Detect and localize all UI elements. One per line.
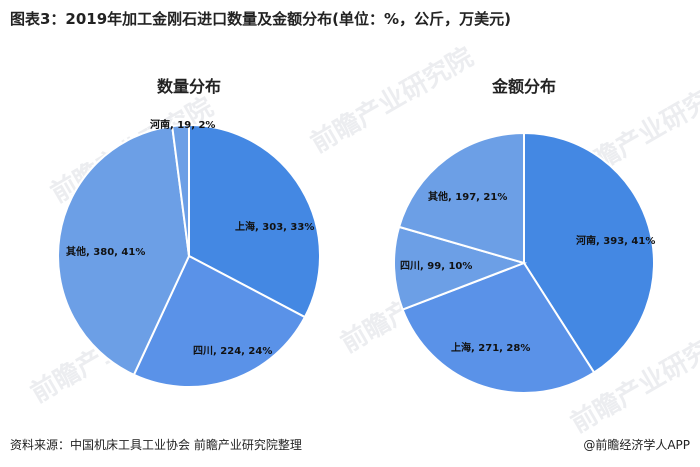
pie-slice-四川: [132, 254, 307, 388]
pie-data-label: 其他, 380, 41%: [66, 245, 145, 258]
pie-slice-其他: [57, 124, 191, 377]
pie-title: 数量分布: [157, 77, 221, 96]
pie-data-label: 四川, 99, 10%: [400, 260, 472, 272]
pie-title: 金额分布: [491, 77, 556, 96]
brand-credit: @前瞻经济学人APP: [583, 438, 690, 452]
pie-data-label: 河南, 19, 2%: [150, 118, 215, 131]
pie-slice-上海: [188, 123, 321, 319]
source-note: 资料来源：中国机床工具工业协会 前瞻产业研究院整理: [10, 438, 302, 452]
pie-data-label: 其他, 197, 21%: [428, 190, 507, 203]
pie-slice-河南: [171, 123, 190, 257]
figure-title: 图表3：2019年加工金刚石进口数量及金额分布(单位：%，公斤，万美元): [10, 10, 511, 28]
pie-data-label: 上海, 271, 28%: [451, 341, 530, 354]
pie-data-label: 上海, 303, 33%: [235, 220, 314, 233]
pie-data-label: 四川, 224, 24%: [193, 345, 272, 357]
pie-slice-其他: [397, 131, 525, 265]
pie-slice-上海: [401, 261, 596, 394]
pie-slice-四川: [393, 225, 528, 311]
pie-data-label: 河南, 393, 41%: [576, 234, 655, 247]
